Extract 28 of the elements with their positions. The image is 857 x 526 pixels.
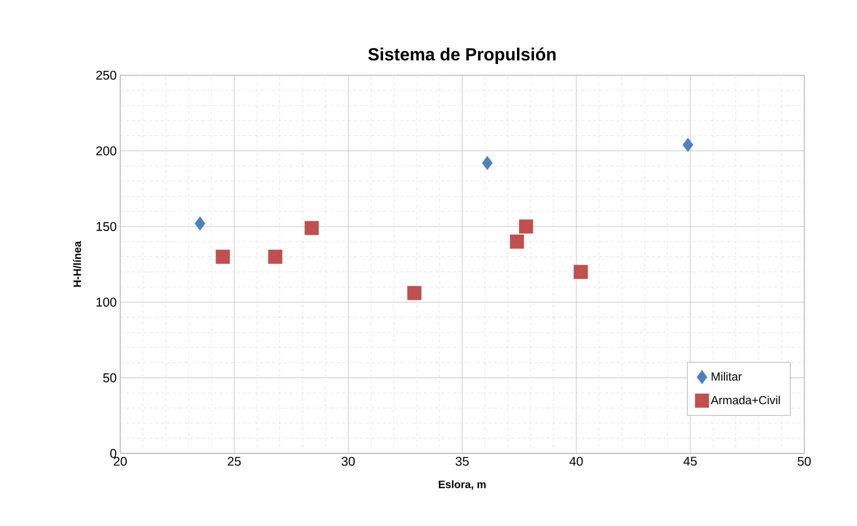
x-tick-label: 45 — [683, 456, 697, 466]
legend-label: Armada+Civil — [710, 396, 780, 404]
point — [407, 286, 422, 300]
point — [194, 216, 206, 231]
point — [304, 221, 319, 236]
x-tick-label: 25 — [228, 456, 241, 466]
y-tick-label: 150 — [96, 222, 116, 232]
point — [510, 234, 524, 249]
y-tick-label: 0 — [110, 449, 116, 458]
x-axis-title: Eslora, m — [438, 480, 486, 490]
point — [216, 250, 230, 264]
y-tick-label: 100 — [96, 298, 116, 307]
chart-title: Sistema de Propulsión — [368, 48, 556, 64]
point — [682, 138, 694, 152]
point — [574, 264, 588, 280]
y-tick-label: 250 — [96, 70, 116, 80]
y-tick-label: 200 — [96, 146, 116, 156]
legend-label: Militar — [712, 372, 742, 381]
x-tick-label: 40 — [569, 456, 583, 466]
point — [482, 156, 493, 170]
x-tick-label: 50 — [798, 456, 811, 466]
point — [268, 250, 282, 264]
x-tick-label: 20 — [114, 456, 127, 466]
y-axis-title: H-H/línea — [73, 241, 82, 287]
point — [519, 220, 534, 234]
x-tick-label: 30 — [342, 456, 355, 466]
y-tick-label: 50 — [103, 373, 116, 382]
x-tick-label: 35 — [456, 456, 469, 466]
